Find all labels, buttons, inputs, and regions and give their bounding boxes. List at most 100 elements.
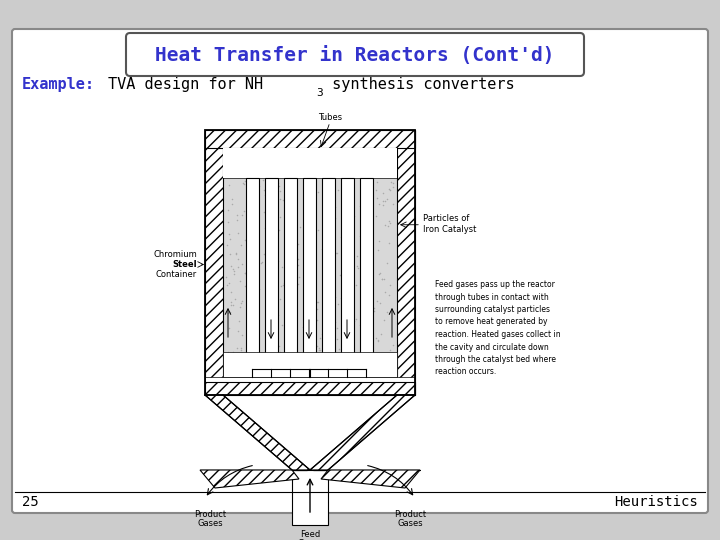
Point: [328, 266, 339, 275]
Point: [348, 191, 359, 199]
Bar: [205, 377, 415, 395]
Point: [303, 178, 315, 187]
Point: [326, 322, 338, 330]
Text: Tubes: Tubes: [318, 113, 342, 122]
Point: [366, 318, 377, 326]
Point: [377, 201, 389, 210]
Bar: [341, 178, 354, 369]
Point: [281, 283, 292, 292]
Point: [373, 200, 384, 208]
Point: [356, 186, 368, 194]
Point: [384, 346, 396, 354]
Point: [308, 307, 320, 315]
Point: [231, 215, 243, 224]
Point: [279, 278, 290, 287]
Point: [264, 250, 276, 259]
Point: [220, 360, 232, 368]
Point: [325, 249, 337, 258]
Point: [311, 305, 323, 314]
Point: [235, 259, 247, 268]
Text: Gases: Gases: [297, 539, 323, 540]
Point: [358, 230, 369, 239]
Point: [321, 194, 333, 203]
Point: [344, 335, 356, 344]
Point: [364, 256, 375, 265]
Point: [321, 349, 333, 357]
Point: [382, 308, 393, 316]
Point: [282, 276, 293, 285]
Point: [251, 285, 263, 294]
Point: [236, 349, 248, 357]
Bar: [397, 130, 415, 395]
Point: [374, 269, 385, 278]
Point: [282, 307, 294, 315]
Point: [225, 234, 236, 243]
Point: [256, 259, 267, 267]
Point: [247, 306, 258, 314]
Point: [222, 218, 233, 226]
Point: [363, 326, 374, 335]
Point: [346, 316, 358, 325]
Point: [306, 202, 318, 211]
Point: [328, 338, 340, 346]
Point: [334, 271, 346, 279]
Point: [269, 353, 280, 362]
Point: [268, 221, 279, 230]
Point: [366, 248, 377, 256]
Point: [291, 332, 302, 340]
Text: Particles of: Particles of: [423, 214, 469, 223]
Point: [280, 334, 292, 343]
Point: [249, 297, 261, 306]
Point: [274, 294, 285, 303]
Text: synthesis converters: synthesis converters: [323, 78, 515, 92]
Point: [379, 275, 390, 284]
Point: [261, 341, 272, 350]
Point: [351, 356, 362, 365]
Point: [272, 178, 284, 187]
Point: [387, 341, 399, 349]
Point: [246, 347, 257, 355]
Point: [229, 295, 240, 303]
Point: [357, 337, 369, 346]
Point: [313, 343, 325, 352]
Point: [267, 257, 279, 266]
Point: [332, 300, 343, 308]
Point: [327, 321, 338, 330]
Point: [292, 240, 304, 248]
Point: [384, 185, 396, 194]
Point: [385, 178, 397, 186]
Point: [332, 186, 343, 194]
Point: [350, 314, 361, 323]
Point: [339, 268, 351, 276]
Point: [375, 329, 387, 338]
Point: [271, 356, 282, 365]
Point: [251, 284, 262, 292]
Point: [366, 369, 378, 377]
Bar: [265, 178, 278, 369]
Point: [379, 367, 391, 375]
Point: [274, 359, 286, 367]
Point: [383, 354, 395, 363]
Point: [308, 257, 320, 266]
FancyBboxPatch shape: [12, 29, 708, 513]
Point: [243, 320, 254, 329]
Point: [345, 206, 356, 215]
Point: [282, 233, 293, 242]
Point: [223, 323, 235, 332]
Point: [277, 196, 289, 205]
Point: [305, 179, 316, 188]
Point: [377, 197, 389, 206]
Point: [361, 185, 372, 194]
Point: [306, 293, 318, 302]
Point: [372, 353, 384, 362]
Polygon shape: [223, 395, 397, 470]
Point: [269, 251, 280, 260]
Point: [367, 366, 379, 374]
Point: [285, 190, 297, 199]
Point: [225, 298, 237, 306]
Point: [287, 326, 299, 334]
Point: [258, 207, 269, 216]
Point: [351, 368, 362, 377]
Point: [330, 248, 341, 257]
Point: [226, 200, 238, 208]
